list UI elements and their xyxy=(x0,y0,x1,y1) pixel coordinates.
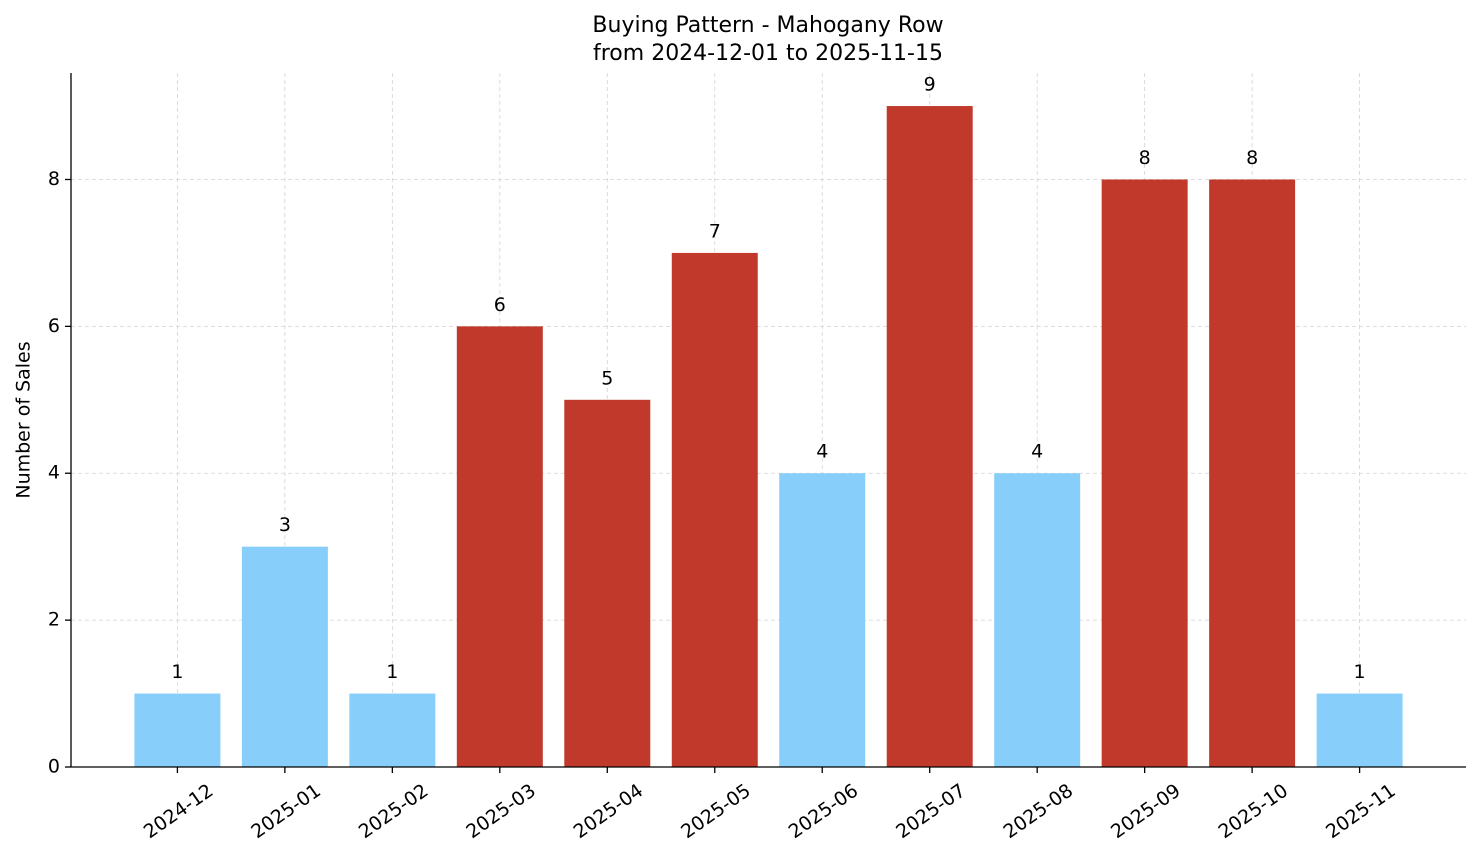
bar xyxy=(564,399,651,767)
chart-subtitle: from 2024-12-01 to 2025-11-15 xyxy=(593,41,943,66)
value-label: 3 xyxy=(279,514,291,536)
x-tick-label: 2025-09 xyxy=(1107,780,1185,844)
chart-title: Buying Pattern - Mahogany Row xyxy=(592,13,943,38)
bar xyxy=(134,693,221,767)
x-tick-label: 2025-07 xyxy=(892,780,970,844)
x-tick-label: 2025-08 xyxy=(1000,780,1078,844)
x-tick-label: 2025-04 xyxy=(570,780,648,844)
x-tick-label: 2025-03 xyxy=(462,780,540,844)
x-tick-label: 2025-05 xyxy=(677,780,755,844)
x-tick-label: 2025-10 xyxy=(1214,780,1292,844)
value-label: 1 xyxy=(386,661,398,683)
value-label: 4 xyxy=(816,441,828,463)
x-tick-label: 2025-01 xyxy=(247,780,325,844)
x-tick-label: 2025-02 xyxy=(355,780,433,844)
value-label: 4 xyxy=(1031,441,1043,463)
x-tick-label: 2025-11 xyxy=(1322,780,1400,844)
y-tick-label: 4 xyxy=(48,462,60,484)
value-label: 8 xyxy=(1246,147,1258,169)
y-axis-label: Number of Sales xyxy=(13,341,35,498)
bar xyxy=(779,473,866,767)
y-tick-label: 8 xyxy=(48,168,60,190)
bar xyxy=(994,473,1081,767)
bar xyxy=(241,546,328,767)
bar xyxy=(349,693,436,767)
y-tick-label: 6 xyxy=(48,315,60,337)
bar xyxy=(1316,693,1403,767)
x-tick-label: 2024-12 xyxy=(140,780,218,844)
bar xyxy=(671,252,758,768)
bar xyxy=(886,106,973,768)
y-tick-label: 0 xyxy=(48,756,60,778)
bar xyxy=(456,326,543,767)
value-label: 9 xyxy=(924,74,936,96)
value-label: 5 xyxy=(601,367,613,389)
x-tick-label: 2025-06 xyxy=(785,780,863,844)
bar xyxy=(1209,179,1296,768)
y-tick-label: 2 xyxy=(48,609,60,631)
value-label: 1 xyxy=(1354,661,1366,683)
bar xyxy=(1101,179,1188,768)
value-label: 1 xyxy=(171,661,183,683)
value-label: 6 xyxy=(494,294,506,316)
value-label: 8 xyxy=(1139,147,1151,169)
value-label: 7 xyxy=(709,220,721,242)
